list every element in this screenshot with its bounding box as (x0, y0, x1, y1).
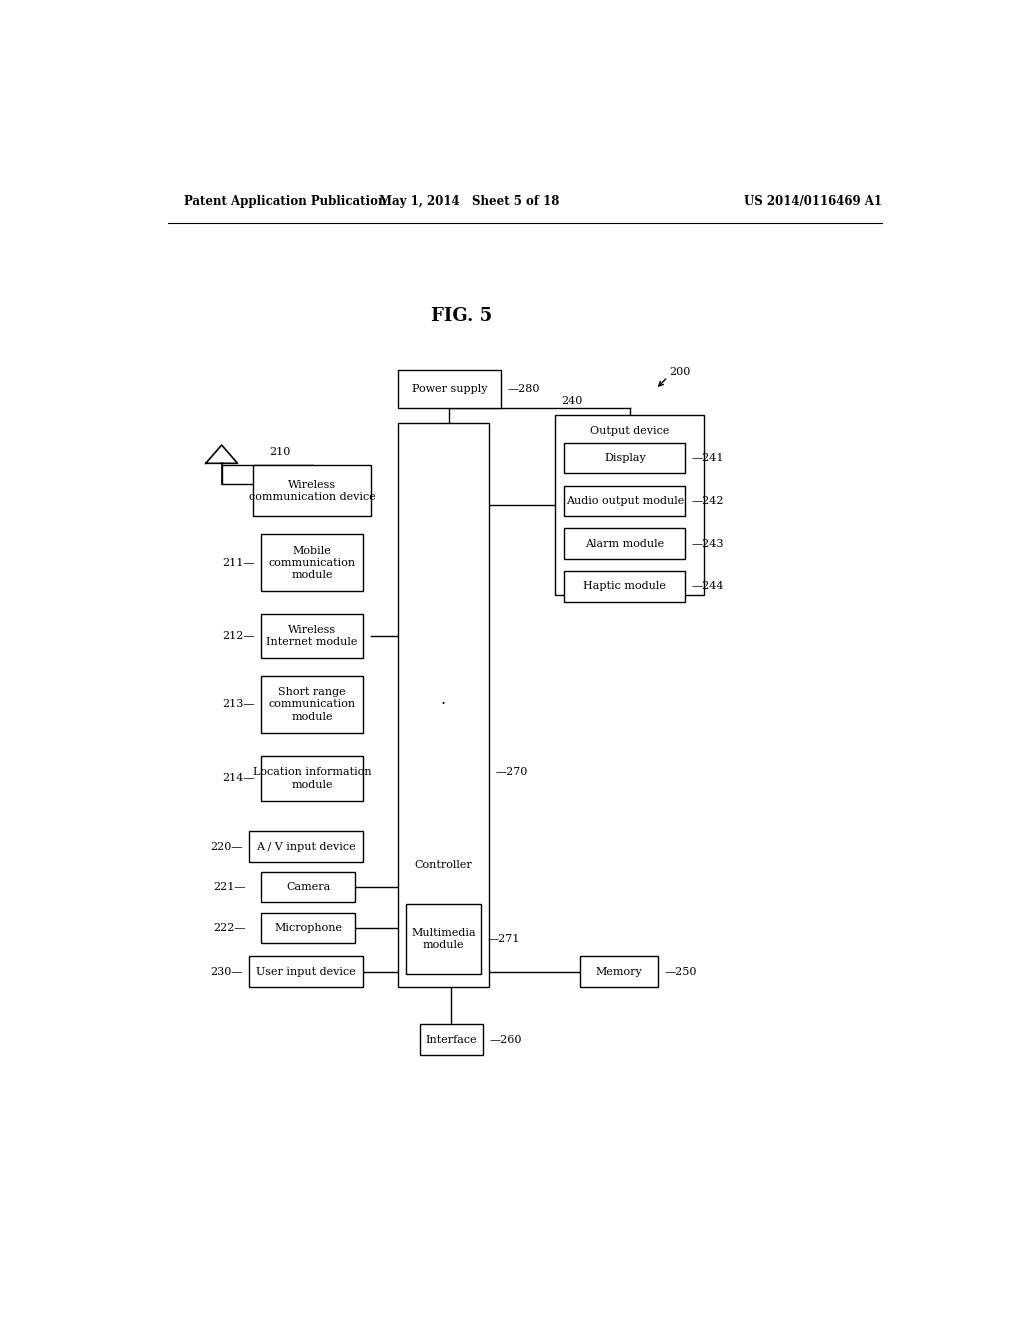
Text: —242: —242 (691, 496, 724, 506)
Text: 212—: 212— (222, 631, 255, 642)
Text: Camera: Camera (286, 882, 331, 892)
Bar (406, 904, 481, 974)
Text: 220—: 220— (210, 842, 243, 851)
Text: Alarm module: Alarm module (586, 539, 665, 549)
Text: Power supply: Power supply (412, 384, 487, 395)
Bar (397, 422, 489, 987)
Text: 213—: 213— (222, 700, 255, 709)
Bar (261, 676, 362, 733)
Text: 230—: 230— (210, 966, 243, 977)
Text: —243: —243 (691, 539, 724, 549)
Text: Location information
module: Location information module (253, 767, 372, 789)
Text: Output device: Output device (590, 426, 670, 436)
Bar (261, 873, 355, 903)
Text: Mobile
communication
module: Mobile communication module (268, 545, 355, 581)
Text: Short range
communication
module: Short range communication module (268, 686, 355, 722)
Bar (261, 535, 362, 591)
Text: 240: 240 (561, 396, 583, 407)
Text: Wireless
Internet module: Wireless Internet module (266, 624, 357, 647)
Bar (261, 912, 355, 942)
Bar (249, 832, 362, 862)
Bar (261, 614, 362, 659)
Text: Interface: Interface (426, 1035, 477, 1044)
Text: FIG. 5: FIG. 5 (431, 308, 492, 325)
Text: —250: —250 (665, 966, 697, 977)
Text: Audio output module: Audio output module (565, 496, 684, 506)
Text: Microphone: Microphone (274, 923, 342, 933)
Bar (261, 756, 362, 801)
Text: Controller: Controller (415, 859, 472, 870)
Bar (555, 414, 705, 595)
Text: 211—: 211— (222, 558, 255, 568)
Text: —244: —244 (691, 581, 724, 591)
Bar (564, 444, 685, 474)
Text: —270: —270 (496, 767, 527, 777)
Text: ·: · (440, 696, 446, 713)
Text: —271: —271 (487, 935, 520, 944)
Text: 221—: 221— (213, 882, 246, 892)
Bar (253, 466, 371, 516)
Text: US 2014/0116469 A1: US 2014/0116469 A1 (743, 194, 882, 207)
Bar (564, 486, 685, 516)
Text: 200: 200 (669, 367, 690, 376)
Text: Patent Application Publication: Patent Application Publication (183, 194, 386, 207)
Text: May 1, 2014   Sheet 5 of 18: May 1, 2014 Sheet 5 of 18 (379, 194, 559, 207)
Text: —280: —280 (507, 384, 540, 395)
Bar (564, 572, 685, 602)
Text: Wireless
communication device: Wireless communication device (249, 479, 376, 502)
Text: Display: Display (604, 453, 646, 463)
Bar (564, 528, 685, 558)
Bar (420, 1024, 482, 1055)
Text: —260: —260 (489, 1035, 521, 1044)
Text: Haptic module: Haptic module (584, 581, 667, 591)
Text: Multimedia
module: Multimedia module (412, 928, 476, 950)
Bar (397, 370, 501, 408)
Bar (249, 956, 362, 987)
Text: Memory: Memory (596, 966, 643, 977)
Text: User input device: User input device (256, 966, 355, 977)
Text: A / V input device: A / V input device (256, 842, 355, 851)
Text: 222—: 222— (213, 923, 246, 933)
Text: 210: 210 (269, 447, 291, 457)
Text: —241: —241 (691, 453, 724, 463)
Text: 214—: 214— (222, 774, 255, 783)
Bar (581, 956, 658, 987)
